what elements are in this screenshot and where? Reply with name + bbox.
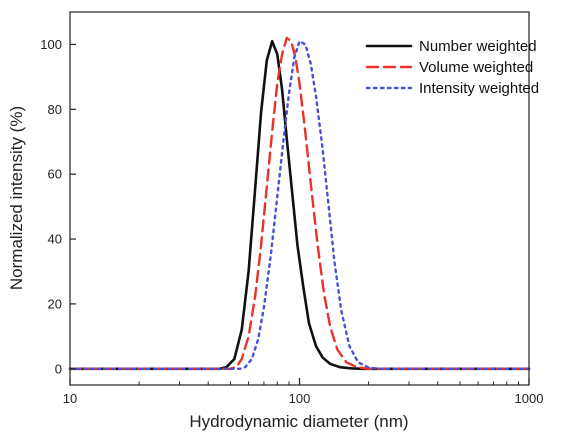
y-tick-label: 100 <box>40 37 62 52</box>
y-tick-label: 80 <box>48 102 62 117</box>
legend-label-2: Volume weighted <box>419 59 533 76</box>
legend: Number weighted Volume weighted Intensity … <box>365 38 539 97</box>
y-tick-label: 60 <box>48 167 62 182</box>
x-tick-label: 10 <box>63 391 77 406</box>
x-axis-title: Hydrodynamic diameter (nm) <box>189 412 408 431</box>
y-tick-label: 20 <box>48 296 62 311</box>
x-tick-label: 100 <box>289 391 311 406</box>
x-tick-label: 1000 <box>515 391 544 406</box>
legend-label-1: Number weighted <box>419 38 537 55</box>
plot-lines <box>68 36 531 371</box>
series-line-1 <box>68 39 531 371</box>
series-line-2 <box>68 36 531 370</box>
series-line-3 <box>68 39 531 370</box>
y-tick-label: 0 <box>55 361 62 376</box>
y-tick-label: 40 <box>48 232 62 247</box>
legend-label-3: Intensity weighted <box>419 80 539 97</box>
axis-ticks: 0 20 40 60 80 100 10 100 1000 <box>40 37 543 406</box>
y-axis-title: Normalized intensity (%) <box>7 106 26 290</box>
